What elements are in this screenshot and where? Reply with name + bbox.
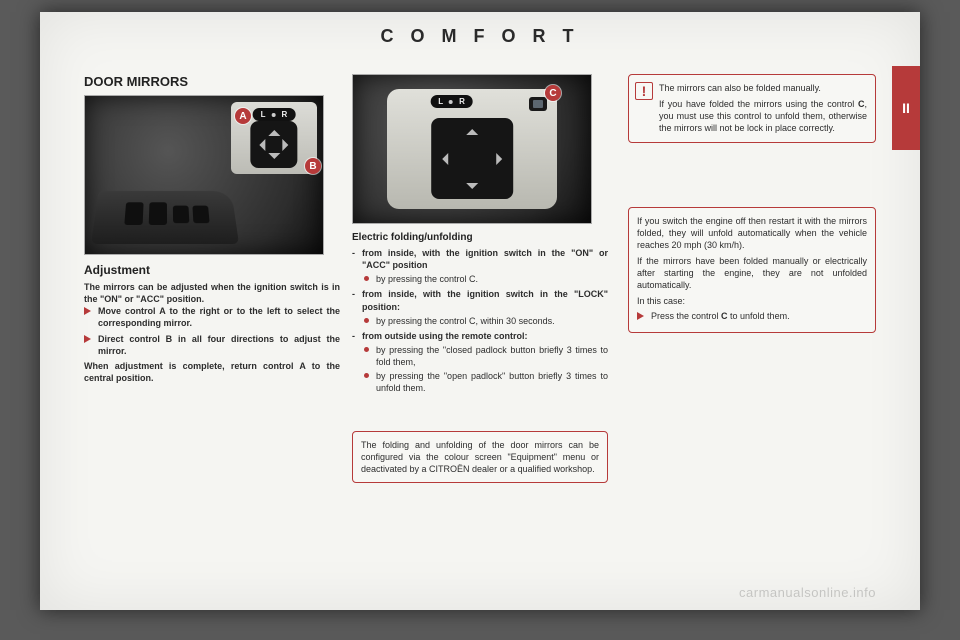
press-c: by pressing the control C. [362,273,608,285]
step-direct-b: Direct control B in all four directions … [84,333,340,357]
press-c-30s: by pressing the control C, within 30 sec… [362,315,608,327]
note-box-config: The folding and unfolding of the door mi… [352,431,608,483]
warn-seg: If you have folded the mirrors using the… [659,99,858,109]
info-p2: If the mirrors have been folded manually… [637,255,867,291]
folding-control: LR [387,89,557,209]
window-switch [173,206,190,224]
door-panel [91,191,239,244]
remote-unfold: by pressing the "open padlock" button br… [362,370,608,394]
seg: Press the control [651,311,721,321]
direction-pad [250,121,297,168]
section-tab: II [892,66,920,150]
window-switch [124,202,143,225]
warning-box: ! The mirrors can also be folded manuall… [628,74,876,143]
page: C O M F O R T II DOOR MIRRORS LR A B Adj… [40,12,920,610]
watermark: carmanualsonline.info [739,585,876,600]
note-text: The folding and unfolding of the door mi… [361,439,599,475]
case-text: from inside, with the ignition switch in… [362,248,608,270]
warn-line-2: If you have folded the mirrors using the… [659,98,867,134]
warning-icon: ! [635,82,653,100]
step-move-a: Move control A to the right or to the le… [84,305,340,329]
col-2: LR C Electric folding/unfolding from ins… [352,74,608,497]
folding-subhead: Electric folding/unfolding [352,232,608,243]
page-header: C O M F O R T [40,26,920,47]
adjustment-intro: The mirrors can be adjusted when the ign… [84,281,340,305]
direction-pad [431,118,513,200]
marker-a: A [235,108,251,124]
adjustment-subhead: Adjustment [84,263,340,277]
marker-c: C [545,85,561,101]
warn-line-1: The mirrors can also be folded manually. [659,82,867,94]
info-steps: Press the control C to unfold them. [637,310,867,322]
remote-fold: by pressing the "closed padlock button b… [362,344,608,368]
case-remote: from outside using the remote control: b… [352,330,608,395]
col-1: DOOR MIRRORS LR A B Adjustment The mirro… [84,74,340,384]
lr-selector: LR [253,108,296,121]
case-on-acc: from inside, with the ignition switch in… [352,247,608,285]
fold-icon [529,97,547,111]
case-text: from outside using the remote control: [362,331,528,341]
window-switch [192,206,209,224]
info-box-restart: If you switch the engine off then restar… [628,207,876,333]
case-text: from inside, with the ignition switch in… [362,289,608,311]
col-3: ! The mirrors can also be folded manuall… [628,74,876,347]
adjustment-steps: Move control A to the right or to the le… [84,305,340,357]
seg: to unfold them. [728,311,790,321]
figure-adjustment: LR A B [84,95,324,255]
case-lock: from inside, with the ignition switch in… [352,288,608,326]
info-p1: If you switch the engine off then restar… [637,215,867,251]
marker-b: B [305,158,321,174]
door-mirrors-title: DOOR MIRRORS [84,74,340,89]
adjustment-closing: When adjustment is complete, return cont… [84,360,340,384]
folding-cases: from inside, with the ignition switch in… [352,247,608,395]
figure-folding: LR C [352,74,592,224]
info-p3: In this case: [637,295,867,307]
lr-selector: LR [430,95,473,108]
info-step: Press the control C to unfold them. [637,310,867,322]
window-switch [149,202,167,225]
